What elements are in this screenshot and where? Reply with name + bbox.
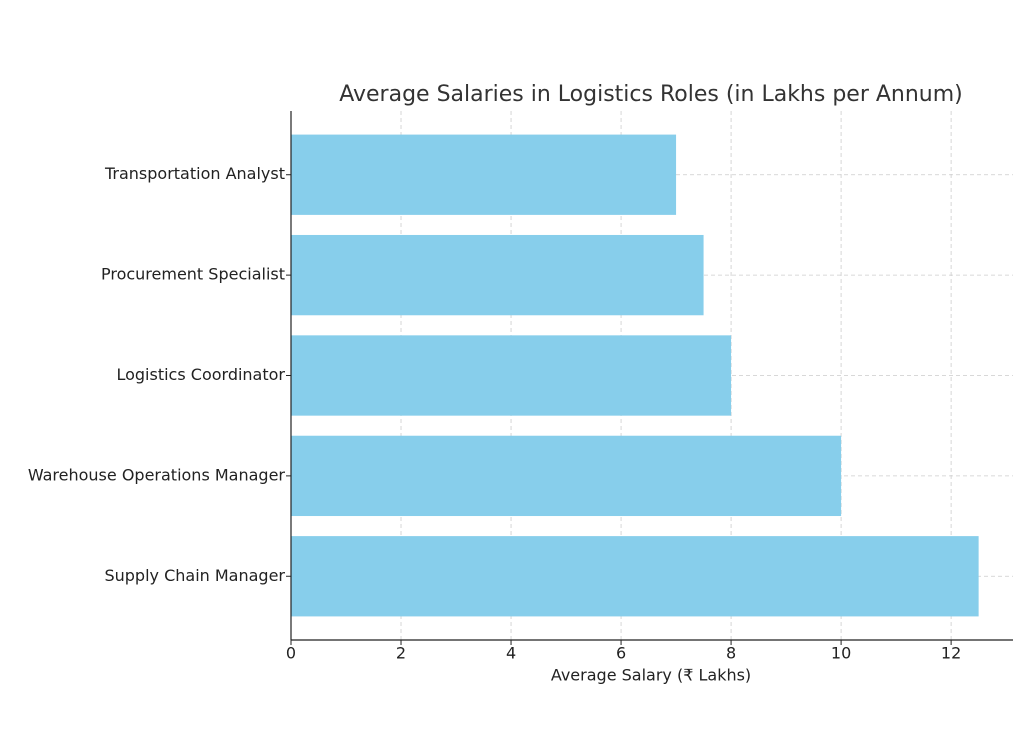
x-tick-label: 12 [941,644,961,663]
y-tick-label: Logistics Coordinator [116,365,285,384]
bar [291,335,732,416]
bar [291,435,842,517]
bar [291,134,677,215]
x-tick-label: 2 [396,644,406,663]
y-tick-label: Procurement Specialist [101,265,285,284]
x-tick-label: 8 [726,644,736,663]
y-tick-label: Warehouse Operations Manager [28,465,286,484]
x-tick-label: 10 [831,644,851,663]
x-tick-label: 4 [506,644,516,663]
chart-title: Average Salaries in Logistics Roles (in … [339,82,963,107]
x-tick-label: 0 [286,644,296,663]
y-tick-label: Transportation Analyst [104,164,285,183]
y-tick-label: Supply Chain Manager [104,566,285,585]
bar [291,536,979,617]
x-axis-label: Average Salary (₹ Lakhs) [551,666,751,685]
bar [291,234,704,316]
x-tick-label: 6 [616,644,626,663]
